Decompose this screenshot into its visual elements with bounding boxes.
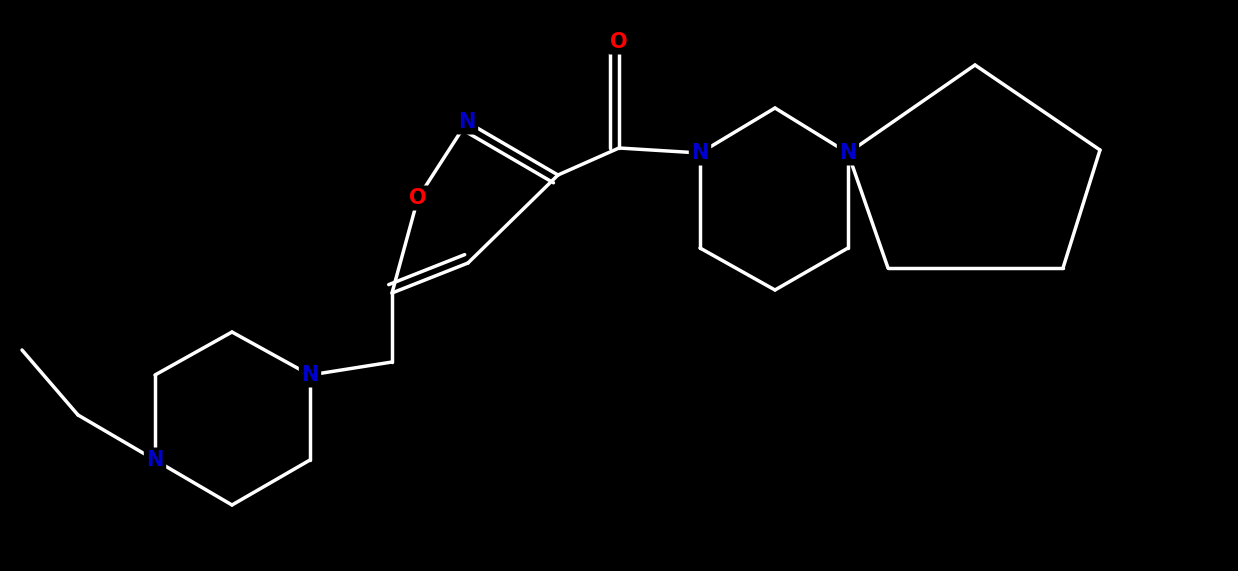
Text: O: O xyxy=(610,32,628,52)
Text: N: N xyxy=(691,143,708,163)
Text: N: N xyxy=(839,143,857,163)
Text: N: N xyxy=(146,450,163,470)
Text: N: N xyxy=(458,112,475,132)
Text: O: O xyxy=(410,188,427,208)
Text: N: N xyxy=(301,365,318,385)
